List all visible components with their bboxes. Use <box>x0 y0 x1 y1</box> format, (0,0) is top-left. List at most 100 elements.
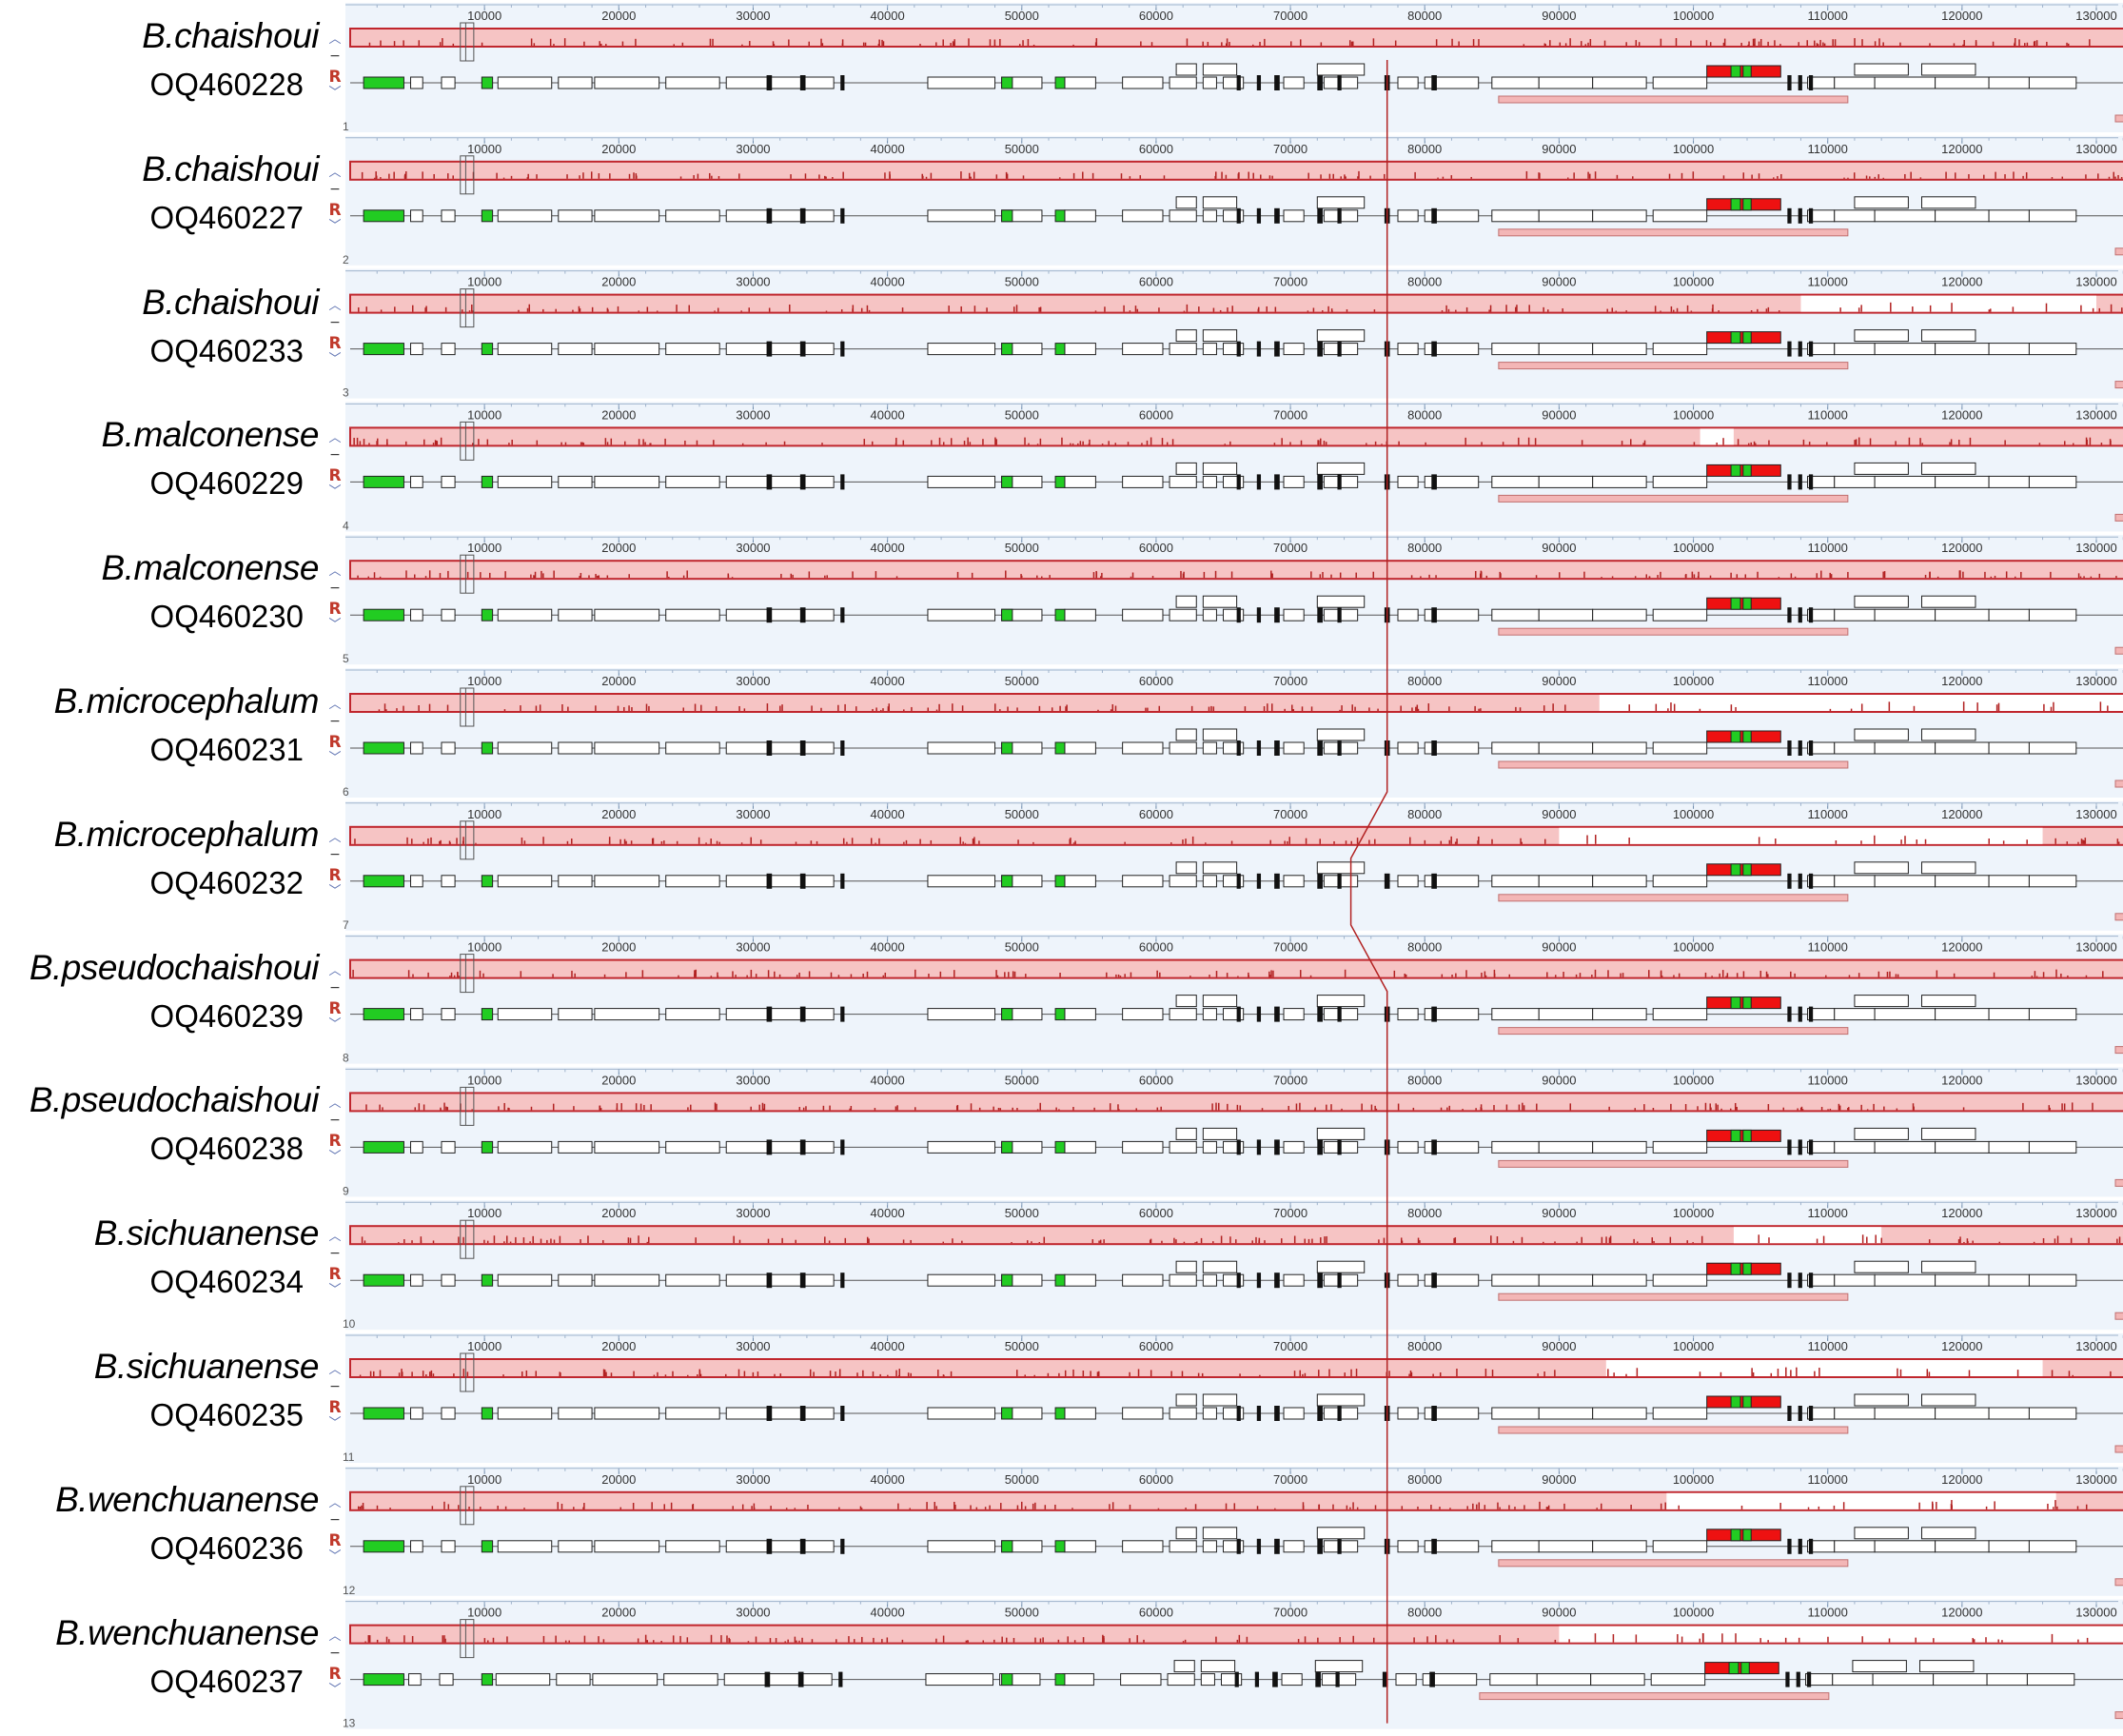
similarity-mark <box>692 1505 694 1509</box>
gene-box <box>1835 1274 1875 1286</box>
rrna-green <box>1743 464 1751 476</box>
similarity-mark <box>503 178 505 179</box>
similarity-mark <box>1678 1506 1680 1509</box>
similarity-mark <box>1601 1504 1602 1509</box>
similarity-mark <box>1669 174 1671 179</box>
similarity-mark <box>1479 1502 1481 1509</box>
similarity-mark <box>791 574 793 578</box>
similarity-mark <box>2064 1103 2066 1110</box>
inverted-repeat-bar <box>1499 96 1848 103</box>
gene-box <box>1123 1141 1163 1153</box>
similarity-mark <box>1090 1371 1091 1376</box>
similarity-mark <box>1262 1108 1264 1110</box>
similarity-mark <box>910 1240 912 1243</box>
similarity-mark <box>902 307 904 311</box>
similarity-mark <box>1320 574 1322 578</box>
similarity-mark <box>1112 1502 1114 1509</box>
ruler-tick-label: 90000 <box>1542 541 1576 555</box>
gene-box <box>559 344 592 355</box>
gene-box <box>1936 876 1989 887</box>
gene-box-green <box>1002 742 1012 754</box>
gene-box <box>1653 609 1706 621</box>
similarity-mark <box>1643 1104 1645 1110</box>
similarity-mark <box>625 841 627 844</box>
gene-box <box>666 1408 719 1419</box>
similarity-mark <box>1327 306 1329 312</box>
gene-box-green <box>364 1274 403 1286</box>
similarity-mark <box>648 1237 650 1243</box>
similarity-mark <box>1628 704 1630 711</box>
similarity-mark <box>1040 306 1042 311</box>
similarity-mark <box>1288 837 1290 844</box>
similarity-mark <box>1625 310 1627 311</box>
gene-box <box>928 210 995 222</box>
gene-mark <box>1431 75 1437 90</box>
similarity-mark <box>1951 303 1953 311</box>
similarity-mark <box>1880 1238 1882 1244</box>
similarity-mark <box>583 1503 585 1509</box>
similarity-mark <box>1476 1505 1478 1509</box>
similarity-mark <box>749 41 751 46</box>
similarity-mark <box>1331 308 1333 311</box>
similarity-mark <box>399 1372 401 1376</box>
gene-mark <box>1809 1406 1813 1421</box>
similarity-mark <box>546 1240 548 1243</box>
similarity-mark <box>1319 838 1321 843</box>
similarity-mark <box>1182 839 1184 844</box>
similarity-mark <box>1607 970 1609 976</box>
gene-box <box>1203 609 1216 621</box>
gene-box <box>595 876 659 887</box>
gene-box <box>2029 210 2075 222</box>
similarity-mark <box>462 309 463 311</box>
similarity-mark <box>1082 442 1084 445</box>
gene-box <box>1203 1274 1216 1286</box>
similarity-mark <box>698 174 699 179</box>
similarity-mark <box>1698 572 1700 578</box>
gene-box-green <box>1055 742 1065 754</box>
similarity-mark <box>1115 443 1117 444</box>
similarity-mark <box>1628 838 1630 844</box>
similarity-mark <box>595 574 597 578</box>
similarity-mark <box>1724 39 1726 46</box>
ruler-tick-label: 90000 <box>1542 407 1576 422</box>
similarity-mark <box>695 1237 697 1243</box>
similarity-mark <box>953 43 954 46</box>
similarity-mark <box>972 573 973 578</box>
ruler-tick-label: 60000 <box>1139 1073 1173 1087</box>
similarity-mark <box>970 177 972 179</box>
similarity-mark <box>1272 971 1274 977</box>
gene-box <box>1065 476 1095 487</box>
similarity-mark <box>1231 841 1233 844</box>
similarity-mark <box>1523 1505 1525 1509</box>
ruler-tick-label: 100000 <box>1673 1339 1714 1353</box>
similarity-mark <box>1925 839 1927 844</box>
similarity-mark <box>1130 1505 1131 1509</box>
similarity-mark <box>952 703 953 711</box>
similarity-mark <box>1167 443 1169 445</box>
similarity-mark <box>1378 1239 1380 1243</box>
similarity-mark <box>533 1240 535 1243</box>
similarity-mark <box>1210 706 1212 711</box>
similarity-mark <box>1710 576 1712 579</box>
similarity-mark <box>1161 1241 1163 1243</box>
similarity-mark <box>534 43 536 46</box>
gene-box-green <box>364 1009 403 1020</box>
similarity-mark <box>511 440 513 444</box>
similarity-mark <box>605 1372 607 1376</box>
similarity-mark <box>1745 574 1747 578</box>
similarity-mark <box>1332 1505 1334 1509</box>
similarity-mark <box>2043 1238 2045 1243</box>
gene-mark <box>1799 1272 1802 1288</box>
gene-box <box>666 1141 719 1153</box>
gene-box <box>1593 1274 1646 1286</box>
gene-mark <box>1257 342 1261 357</box>
similarity-mark <box>1543 1371 1545 1376</box>
similarity-mark <box>936 710 938 711</box>
similarity-mark <box>605 44 607 46</box>
similarity-mark <box>1536 575 1538 578</box>
similarity-mark <box>1152 576 1154 578</box>
similarity-mark <box>1716 443 1718 444</box>
similarity-mark <box>2081 838 2083 844</box>
ruler-tick-label: 60000 <box>1139 541 1173 555</box>
gene-mark <box>1787 474 1791 489</box>
